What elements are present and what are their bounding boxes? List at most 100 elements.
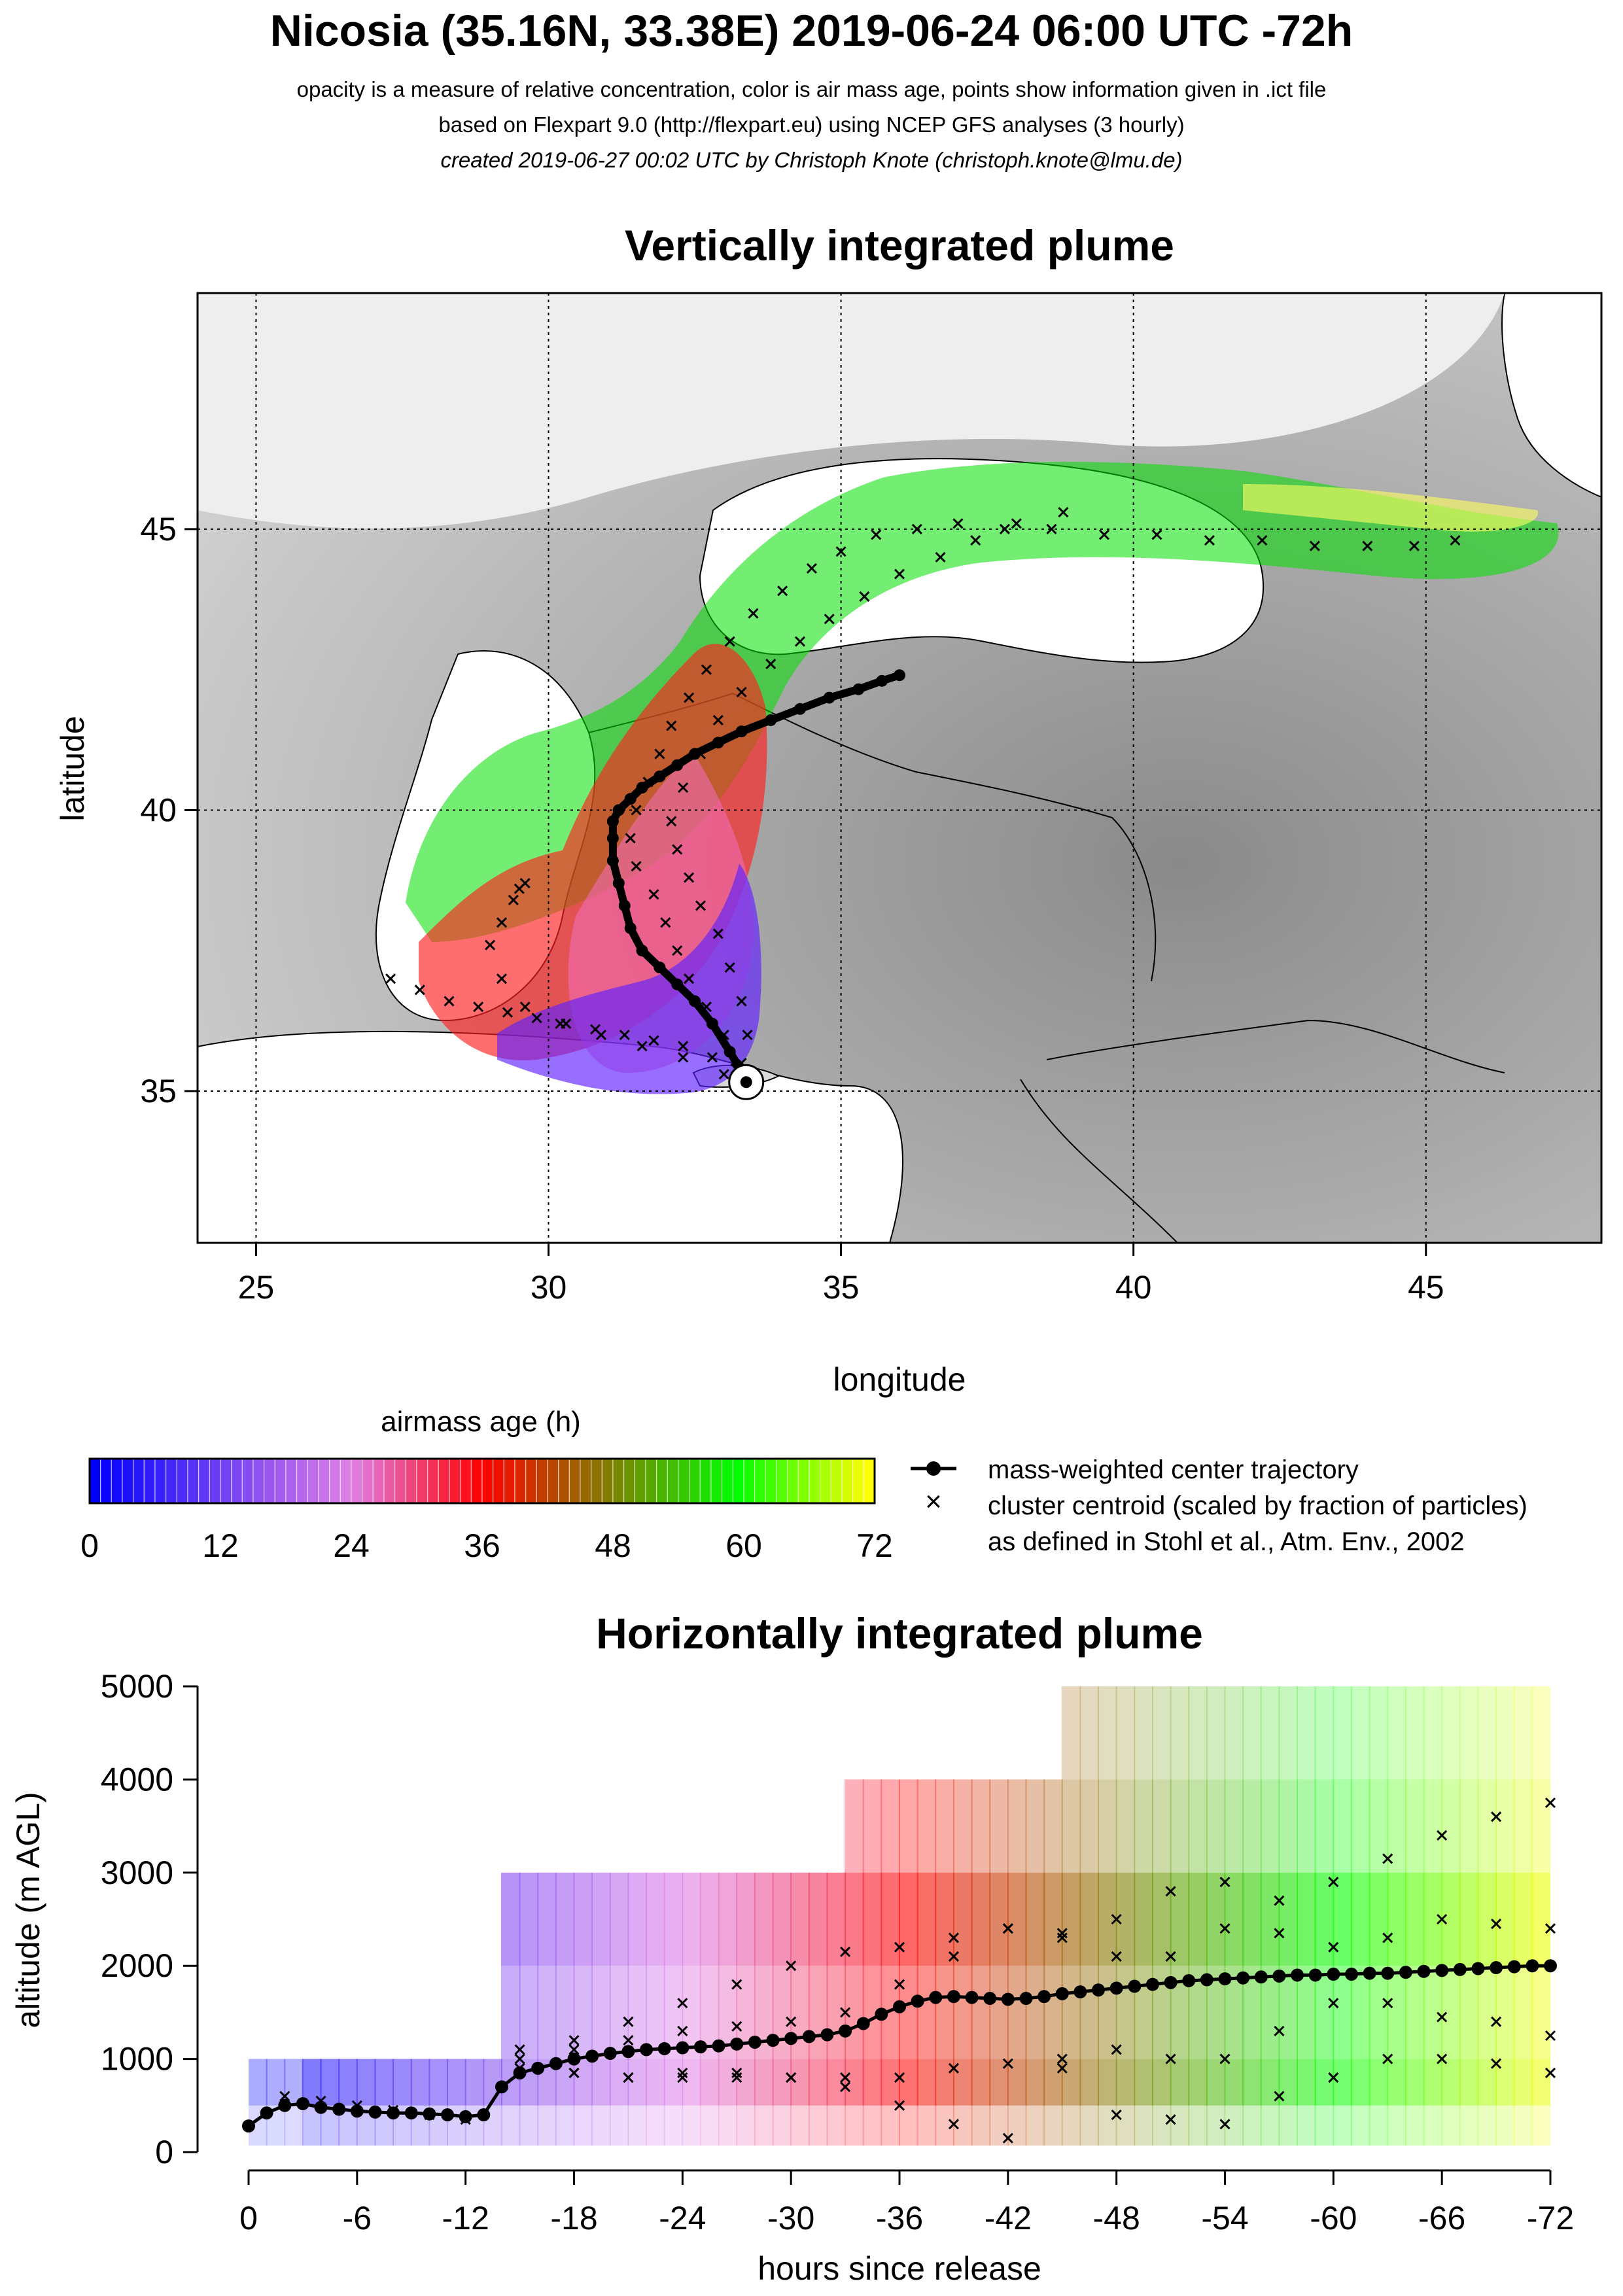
timeseries-trajectory-point — [621, 2045, 635, 2059]
map-centroid-point — [824, 614, 835, 625]
map-trajectory-point — [612, 804, 625, 816]
timeseries-age-cell — [1423, 1872, 1443, 1966]
colorbar-tick-label: 48 — [595, 1527, 631, 1564]
timeseries-age-cell — [1115, 1686, 1136, 1780]
timeseries-centroid-point — [1328, 1998, 1339, 2009]
timeseries-age-cell — [1297, 1686, 1316, 1780]
timeseries-age-cell — [916, 1872, 937, 1966]
timeseries-x-tick-label: -36 — [876, 2200, 923, 2236]
map-centroid-point — [835, 546, 846, 557]
timeseries-age-cell — [1387, 1686, 1406, 1780]
timeseries-age-cell — [808, 1966, 828, 2059]
timeseries-y-axis-label: altitude (m AGL) — [10, 1792, 46, 2028]
map-centroid-point — [684, 872, 695, 883]
map-trajectory-point — [624, 922, 637, 934]
colorbar-segment — [416, 1458, 428, 1504]
timeseries-age-cell — [1206, 1686, 1226, 1780]
colorbar-segment — [623, 1458, 635, 1504]
timeseries-age-cell — [537, 2105, 557, 2146]
timeseries-age-cell — [1151, 2105, 1172, 2146]
map-trajectory-point — [636, 945, 648, 957]
timeseries-age-cell — [1314, 1966, 1335, 2059]
timeseries-age-cell — [1333, 1686, 1352, 1780]
map-trajectory-point — [606, 854, 619, 867]
timeseries-age-cell — [1115, 1872, 1136, 1966]
map-trajectory-point — [852, 683, 865, 695]
colorbar-segment — [340, 1458, 352, 1504]
timeseries-age-cell — [1405, 2105, 1425, 2146]
timeseries-age-cell — [1151, 2059, 1172, 2106]
timeseries-age-cell — [1098, 2059, 1117, 2106]
timeseries-centroid-point — [1382, 1853, 1393, 1864]
timeseries-trajectory-point — [1236, 1971, 1250, 1985]
timeseries-age-cell — [1495, 2105, 1515, 2146]
timeseries-trajectory-point — [802, 2030, 816, 2044]
timeseries-age-cell — [1115, 1779, 1136, 1873]
map-trajectory-point — [724, 1045, 736, 1058]
timeseries-age-cell — [1513, 1779, 1533, 1873]
timeseries-age-cell — [1115, 2059, 1136, 2106]
timeseries-age-cell — [1387, 1779, 1406, 1873]
timeseries-age-cell — [1369, 1966, 1389, 2059]
timeseries-age-cell — [1007, 1966, 1027, 2059]
colorbar-segment — [362, 1458, 374, 1504]
timeseries-centroid-point — [1544, 2030, 1556, 2042]
timeseries-age-cell — [1369, 2059, 1389, 2106]
timeseries-age-cell — [1441, 2059, 1461, 2106]
map-centroid-point — [712, 714, 724, 726]
timeseries-age-cell — [989, 2105, 1009, 2146]
map-y-tick-label: 40 — [140, 791, 177, 828]
map-x-tick-label: 30 — [531, 1269, 567, 1306]
timeseries-age-cell — [1369, 1686, 1389, 1780]
timeseries-age-cell — [1441, 1686, 1461, 1780]
timeseries-age-cell — [916, 1966, 937, 2059]
timeseries-trajectory-point — [1019, 1992, 1033, 2006]
colorbar-segment — [591, 1458, 602, 1504]
timeseries-centroid-point — [1056, 1932, 1068, 1943]
timeseries-age-cell — [1061, 1686, 1081, 1780]
colorbar-segment — [351, 1458, 363, 1504]
map-centroid-point — [473, 1001, 484, 1013]
timeseries-centroid-point — [1437, 2011, 1448, 2023]
timeseries-age-cell — [1134, 1686, 1153, 1780]
timeseries-trajectory-point — [332, 2102, 346, 2116]
timeseries-trajectory-point — [368, 2105, 382, 2119]
timeseries-age-cell — [862, 2059, 882, 2106]
timeseries-age-cell — [989, 1966, 1009, 2059]
timeseries-age-cell — [1350, 2059, 1370, 2106]
colorbar-segment — [405, 1458, 417, 1504]
colorbar-tick-label: 0 — [80, 1527, 99, 1564]
timeseries-age-cell — [1242, 2105, 1262, 2146]
timeseries-trajectory-point — [1507, 1960, 1521, 1974]
timeseries-centroid-point — [1328, 1941, 1339, 1953]
timeseries-x-tick-label: 0 — [239, 2200, 258, 2236]
timeseries-age-cell — [718, 2105, 738, 2146]
timeseries-trajectory-point — [820, 2028, 834, 2042]
timeseries-y-tick-label: 0 — [155, 2134, 173, 2170]
timeseries-trajectory-point — [1291, 1968, 1304, 1982]
timeseries-trajectory-point — [766, 2034, 780, 2047]
map-centroid-point — [625, 833, 636, 844]
timeseries-age-cell — [1260, 1779, 1280, 1873]
timeseries-trajectory-point — [693, 2040, 707, 2054]
timeseries-age-cell — [1423, 1686, 1443, 1780]
timeseries-age-cell — [971, 1966, 991, 2059]
timeseries-age-cell — [1260, 2105, 1280, 2146]
timeseries-centroid-point — [1274, 1895, 1285, 1906]
timeseries-age-cell — [1513, 2105, 1533, 2146]
colorbar-segment — [503, 1458, 515, 1504]
timeseries-trajectory-point — [1490, 1961, 1503, 1975]
timeseries-x-tick-label: -66 — [1418, 2200, 1465, 2236]
map-centroid-point — [672, 844, 683, 855]
timeseries-x-tick-label: -30 — [767, 2200, 814, 2236]
map-trajectory-point — [612, 877, 625, 890]
colorbar-frame — [88, 1457, 876, 1505]
map-trajectory-point — [765, 714, 777, 726]
timeseries-x-tick-label: -60 — [1310, 2200, 1357, 2236]
map-frame — [196, 292, 1603, 1244]
timeseries-trajectory-point — [748, 2035, 761, 2049]
timeseries-trajectory-point — [1073, 1985, 1087, 1999]
timeseries-trajectory-point — [640, 2043, 654, 2057]
timeseries-age-cell — [573, 1966, 593, 2059]
timeseries-age-cell — [1495, 1779, 1515, 1873]
